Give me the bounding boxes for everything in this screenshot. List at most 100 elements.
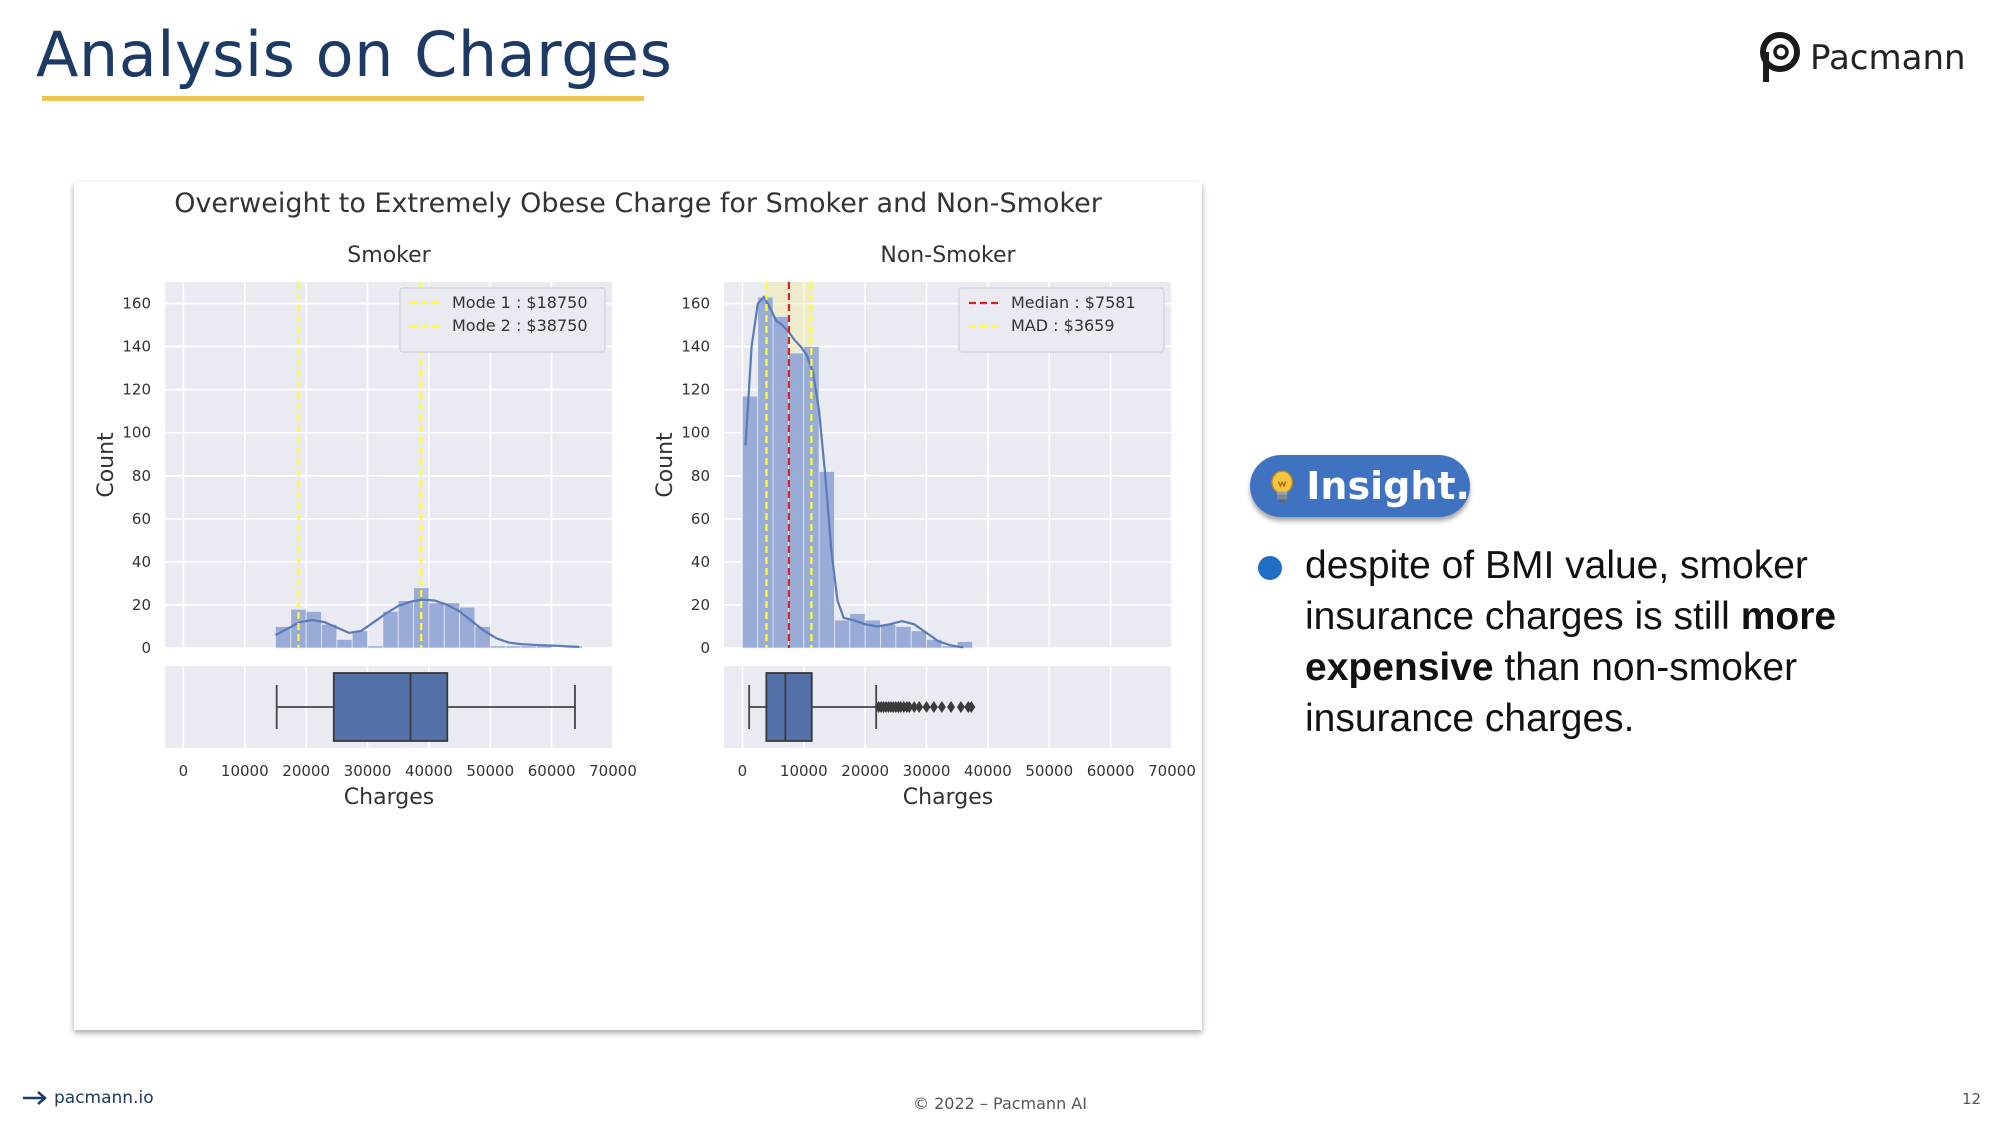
nonsmoker-xtick-label: 50000 bbox=[1025, 762, 1073, 780]
smoker-box-iqr bbox=[332, 672, 449, 742]
smoker-panel-title: Smoker bbox=[347, 243, 431, 268]
smoker-kde-line bbox=[274, 598, 580, 648]
nonsmoker-box-outlier bbox=[967, 701, 976, 713]
smoker-ytick-label: 80 bbox=[132, 467, 151, 485]
nonsmoker-ytick-label: 0 bbox=[700, 639, 710, 657]
nonsmoker-ytick-label: 160 bbox=[681, 295, 710, 313]
smoker-xtick-label: 60000 bbox=[528, 762, 576, 780]
chart-suptitle: Overweight to Extremely Obese Charge for… bbox=[174, 188, 1103, 219]
smoker-xtick-label: 50000 bbox=[466, 762, 514, 780]
smoker-hist-bar bbox=[367, 645, 384, 649]
smoker-legend-label: Mode 1 : $18750 bbox=[452, 293, 588, 312]
pacmann-logo: Pacmann bbox=[1760, 32, 1966, 84]
nonsmoker-kde-line bbox=[744, 295, 964, 649]
smoker-ytick-label: 60 bbox=[132, 510, 151, 528]
nonsmoker-hist-bar bbox=[880, 623, 897, 649]
nonsmoker-hist-bar bbox=[834, 619, 851, 649]
smoker-hist-bar bbox=[382, 610, 399, 649]
smoker-hist-bar bbox=[336, 638, 353, 649]
nonsmoker-hist-bar bbox=[956, 641, 973, 649]
smoker-legend-label: Mode 2 : $38750 bbox=[452, 316, 588, 335]
nonsmoker-hist-bar bbox=[910, 630, 927, 649]
nonsmoker-xtick-label: 60000 bbox=[1087, 762, 1135, 780]
nonsmoker-legend-label: MAD : $3659 bbox=[1011, 316, 1115, 335]
footer-link-text[interactable]: pacmann.io bbox=[54, 1088, 154, 1108]
nonsmoker-hist-bar bbox=[742, 395, 759, 649]
nonsmoker-legend-box bbox=[958, 287, 1165, 353]
smoker-ytick-label: 140 bbox=[122, 338, 151, 356]
smoker-hist-bar bbox=[351, 630, 368, 649]
smoker-xtick-label: 40000 bbox=[405, 762, 453, 780]
nonsmoker-box-outlier bbox=[922, 701, 931, 713]
nonsmoker-xtick-label: 20000 bbox=[841, 762, 889, 780]
footer-link[interactable]: pacmann.io bbox=[22, 1088, 154, 1108]
smoker-hist-bar bbox=[489, 645, 507, 649]
smoker-hist-bar bbox=[520, 645, 537, 649]
nonsmoker-ytick-label: 60 bbox=[691, 510, 710, 528]
smoker-xtick-label: 30000 bbox=[344, 762, 392, 780]
nonsmoker-box-outlier bbox=[915, 701, 924, 713]
insight-label: Insight. bbox=[1306, 464, 1470, 508]
bullet-point-icon bbox=[1258, 556, 1282, 580]
smoker-ylabel: Count bbox=[94, 432, 119, 498]
nonsmoker-ytick-label: 100 bbox=[681, 424, 710, 442]
page-title: Analysis on Charges bbox=[36, 18, 673, 91]
smoker-hist-bar bbox=[305, 610, 322, 649]
nonsmoker-box-iqr bbox=[765, 672, 813, 742]
smoker-hist-bar bbox=[428, 602, 445, 649]
footer-copyright: © 2022 – Pacmann AI bbox=[913, 1094, 1087, 1113]
insight-text-part-3: than non-smoker insurance charges. bbox=[1305, 646, 1798, 740]
nonsmoker-xtick-label: 70000 bbox=[1148, 762, 1196, 780]
nonsmoker-hist-bar bbox=[818, 471, 835, 649]
insight-text: despite of BMI value, smoker insurance c… bbox=[1305, 540, 1925, 744]
smoker-hist-bar bbox=[321, 623, 338, 649]
nonsmoker-box-outlier bbox=[947, 701, 956, 713]
smoker-ytick-label: 20 bbox=[132, 596, 151, 614]
smoker-xlabel: Charges bbox=[344, 785, 434, 810]
pacmann-logo-icon bbox=[1760, 32, 1800, 82]
insight-badge: Insight. bbox=[1250, 455, 1470, 517]
nonsmoker-box-outlier bbox=[929, 701, 938, 713]
chart-svg: Overweight to Extremely Obese Charge for… bbox=[94, 188, 1196, 810]
smoker-ytick-label: 120 bbox=[122, 381, 151, 399]
smoker-legend-box bbox=[399, 287, 606, 353]
arrow-right-icon bbox=[23, 1091, 47, 1105]
nonsmoker-ylabel: Count bbox=[653, 432, 678, 498]
chart-figure: Overweight to Extremely Obese Charge for… bbox=[74, 182, 1202, 1030]
smoker-xtick-label: 10000 bbox=[221, 762, 269, 780]
nonsmoker-xtick-label: 40000 bbox=[964, 762, 1012, 780]
nonsmoker-ytick-label: 80 bbox=[691, 467, 710, 485]
nonsmoker-box-outlier bbox=[910, 701, 919, 713]
title-underline bbox=[42, 96, 644, 101]
smoker-xtick-label: 0 bbox=[179, 762, 189, 780]
smoker-hist-bar bbox=[397, 600, 414, 649]
smoker-ytick-label: 160 bbox=[122, 295, 151, 313]
smoker-xtick-label: 20000 bbox=[282, 762, 330, 780]
nonsmoker-xtick-label: 0 bbox=[738, 762, 748, 780]
smoker-ytick-label: 0 bbox=[141, 639, 151, 657]
nonsmoker-xtick-label: 10000 bbox=[780, 762, 828, 780]
nonsmoker-legend-label: Median : $7581 bbox=[1011, 293, 1136, 312]
nonsmoker-xtick-label: 30000 bbox=[903, 762, 951, 780]
smoker-ytick-label: 100 bbox=[122, 424, 151, 442]
smoker-ytick-label: 40 bbox=[132, 553, 151, 571]
nonsmoker-hist-bar bbox=[895, 626, 912, 649]
smoker-hist-bar bbox=[505, 645, 522, 649]
lightbulb-icon bbox=[1271, 470, 1293, 503]
page-number: 12 bbox=[1962, 1090, 1982, 1108]
nonsmoker-panel-title: Non-Smoker bbox=[880, 243, 1016, 268]
nonsmoker-ytick-label: 120 bbox=[681, 381, 710, 399]
nonsmoker-ytick-label: 40 bbox=[691, 553, 710, 571]
nonsmoker-box-outlier bbox=[956, 701, 965, 713]
nonsmoker-ytick-label: 20 bbox=[691, 596, 710, 614]
nonsmoker-ytick-label: 140 bbox=[681, 338, 710, 356]
insight-text-part-1: despite of BMI value, smoker insurance c… bbox=[1305, 544, 1808, 638]
smoker-hist-bar bbox=[275, 626, 292, 649]
smoker-xtick-label: 70000 bbox=[589, 762, 637, 780]
insight-text-emphasis: more expensive bbox=[1305, 595, 1837, 689]
logo-text: Pacmann bbox=[1810, 38, 1966, 78]
nonsmoker-xlabel: Charges bbox=[903, 785, 993, 810]
nonsmoker-box-outlier bbox=[937, 701, 946, 713]
nonsmoker-hist-bar bbox=[788, 352, 805, 649]
nonsmoker-box-outlier bbox=[905, 701, 914, 713]
